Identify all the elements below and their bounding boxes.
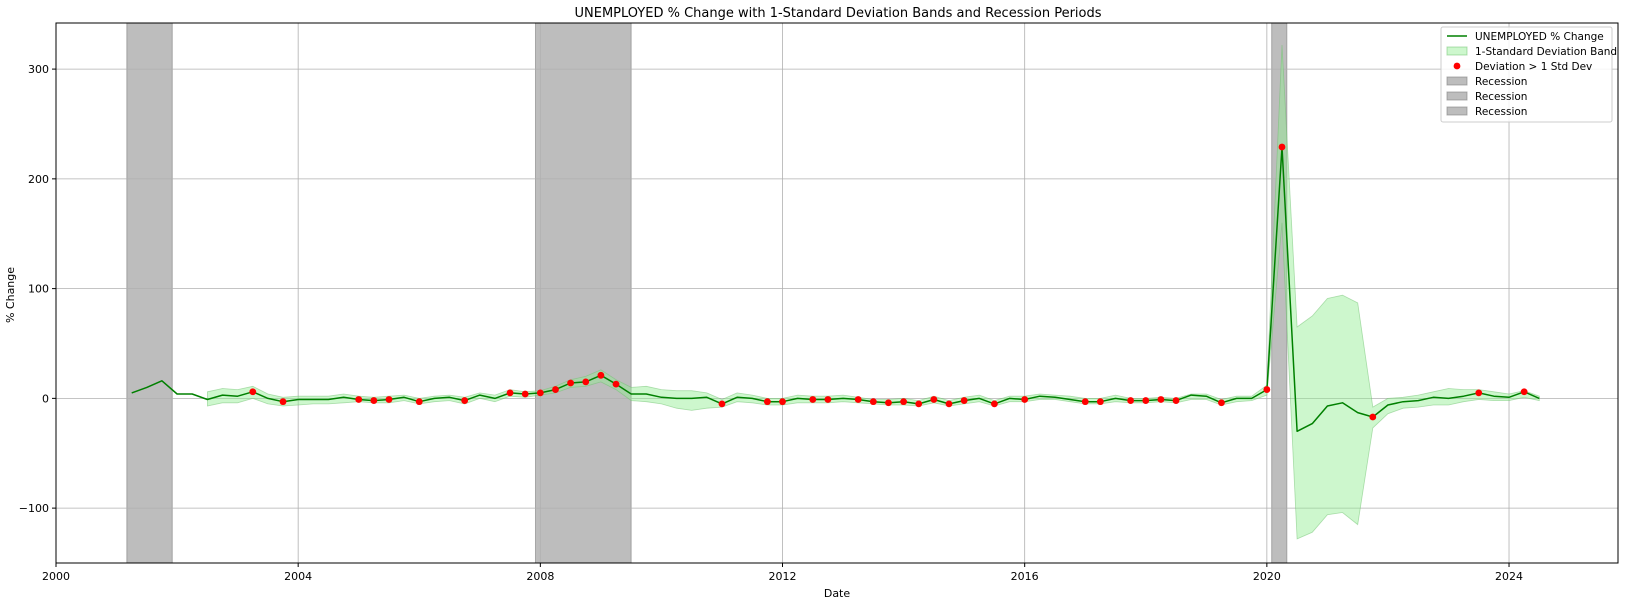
x-axis-label: Date — [824, 587, 851, 600]
x-tick-label: 2000 — [42, 570, 70, 583]
legend-box — [1440, 26, 1613, 123]
deviation-point — [824, 396, 832, 403]
deviation-point — [552, 386, 559, 393]
recession-band-1 — [534, 22, 632, 564]
legend-label: Recession — [1475, 76, 1527, 88]
deviation-point — [506, 389, 514, 397]
legend: UNEMPLOYED % Change 1-Standard Deviation … — [1440, 26, 1617, 123]
legend-label: Recession — [1475, 91, 1527, 103]
deviation-point — [415, 398, 423, 406]
deviation-point — [249, 388, 257, 396]
deviation-point — [370, 397, 378, 404]
x-axis-ticks: 2000 2004 2008 2012 2016 2020 2024 — [42, 563, 1523, 583]
deviation-point — [1157, 396, 1165, 403]
line-layer — [131, 146, 1540, 433]
deviation-point — [1172, 397, 1180, 404]
plot-area-frame — [55, 22, 1619, 564]
deviation-point — [945, 400, 953, 408]
series-line-unemployed — [131, 146, 1540, 433]
deviation-point — [1475, 389, 1483, 397]
y-axis-ticks: −100 0 100 200 300 — [19, 63, 56, 515]
deviation-point — [1142, 397, 1150, 404]
legend-key-recession — [1446, 76, 1468, 86]
deviation-point — [869, 398, 877, 406]
deviation-point — [718, 400, 726, 408]
deviation-point — [1096, 398, 1104, 406]
x-tick-label: 2016 — [1011, 570, 1039, 583]
deviation-point — [1021, 396, 1029, 403]
y-tick-label: 100 — [28, 283, 49, 296]
y-axis-label: % Change — [4, 267, 17, 323]
x-tick-label: 2012 — [769, 570, 797, 583]
deviation-point — [1127, 397, 1135, 404]
x-tick-label: 2024 — [1495, 570, 1523, 583]
deviation-point — [612, 380, 620, 388]
deviation-point — [900, 398, 907, 406]
deviation-point — [915, 400, 923, 408]
legend-label: 1-Standard Deviation Band — [1475, 46, 1617, 58]
deviation-point — [1263, 386, 1271, 393]
deviation-point — [1369, 413, 1377, 421]
deviation-point — [1218, 399, 1225, 407]
deviation-point — [597, 371, 605, 379]
deviation-point — [461, 397, 469, 404]
legend-key-point — [1453, 62, 1461, 70]
deviation-point — [991, 400, 998, 408]
deviation-point — [885, 399, 892, 407]
legend-key-recession — [1446, 91, 1468, 101]
y-tick-label: 300 — [28, 63, 49, 76]
deviation-point — [930, 396, 938, 403]
x-tick-label: 2008 — [526, 570, 554, 583]
deviation-point — [279, 398, 287, 406]
deviation-point — [960, 397, 968, 404]
deviation-point — [521, 390, 529, 398]
x-tick-label: 2020 — [1253, 570, 1281, 583]
points-layer — [249, 143, 1528, 421]
legend-label: UNEMPLOYED % Change — [1475, 31, 1604, 43]
deviation-point — [355, 396, 363, 403]
deviation-point — [567, 379, 575, 387]
deviation-point — [1278, 143, 1286, 151]
deviation-point — [385, 396, 393, 403]
deviation-point — [536, 389, 544, 397]
legend-key-band — [1446, 46, 1468, 56]
legend-label: Deviation > 1 Std Dev — [1475, 61, 1592, 73]
recession-band-0 — [126, 22, 173, 564]
deviation-point — [854, 396, 862, 403]
legend-key-recession — [1446, 106, 1468, 116]
deviation-point — [1081, 398, 1089, 406]
x-tick-label: 2004 — [284, 570, 312, 583]
deviation-point — [1520, 388, 1528, 396]
y-tick-label: 200 — [28, 173, 49, 186]
y-tick-label: 0 — [42, 392, 49, 405]
deviation-point — [582, 378, 590, 386]
deviation-point — [809, 396, 817, 403]
deviation-point — [763, 398, 771, 406]
deviation-point — [779, 398, 786, 406]
legend-label: Recession — [1475, 106, 1527, 118]
y-tick-label: −100 — [19, 502, 49, 515]
chart-title: UNEMPLOYED % Change with 1-Standard Devi… — [574, 6, 1101, 21]
